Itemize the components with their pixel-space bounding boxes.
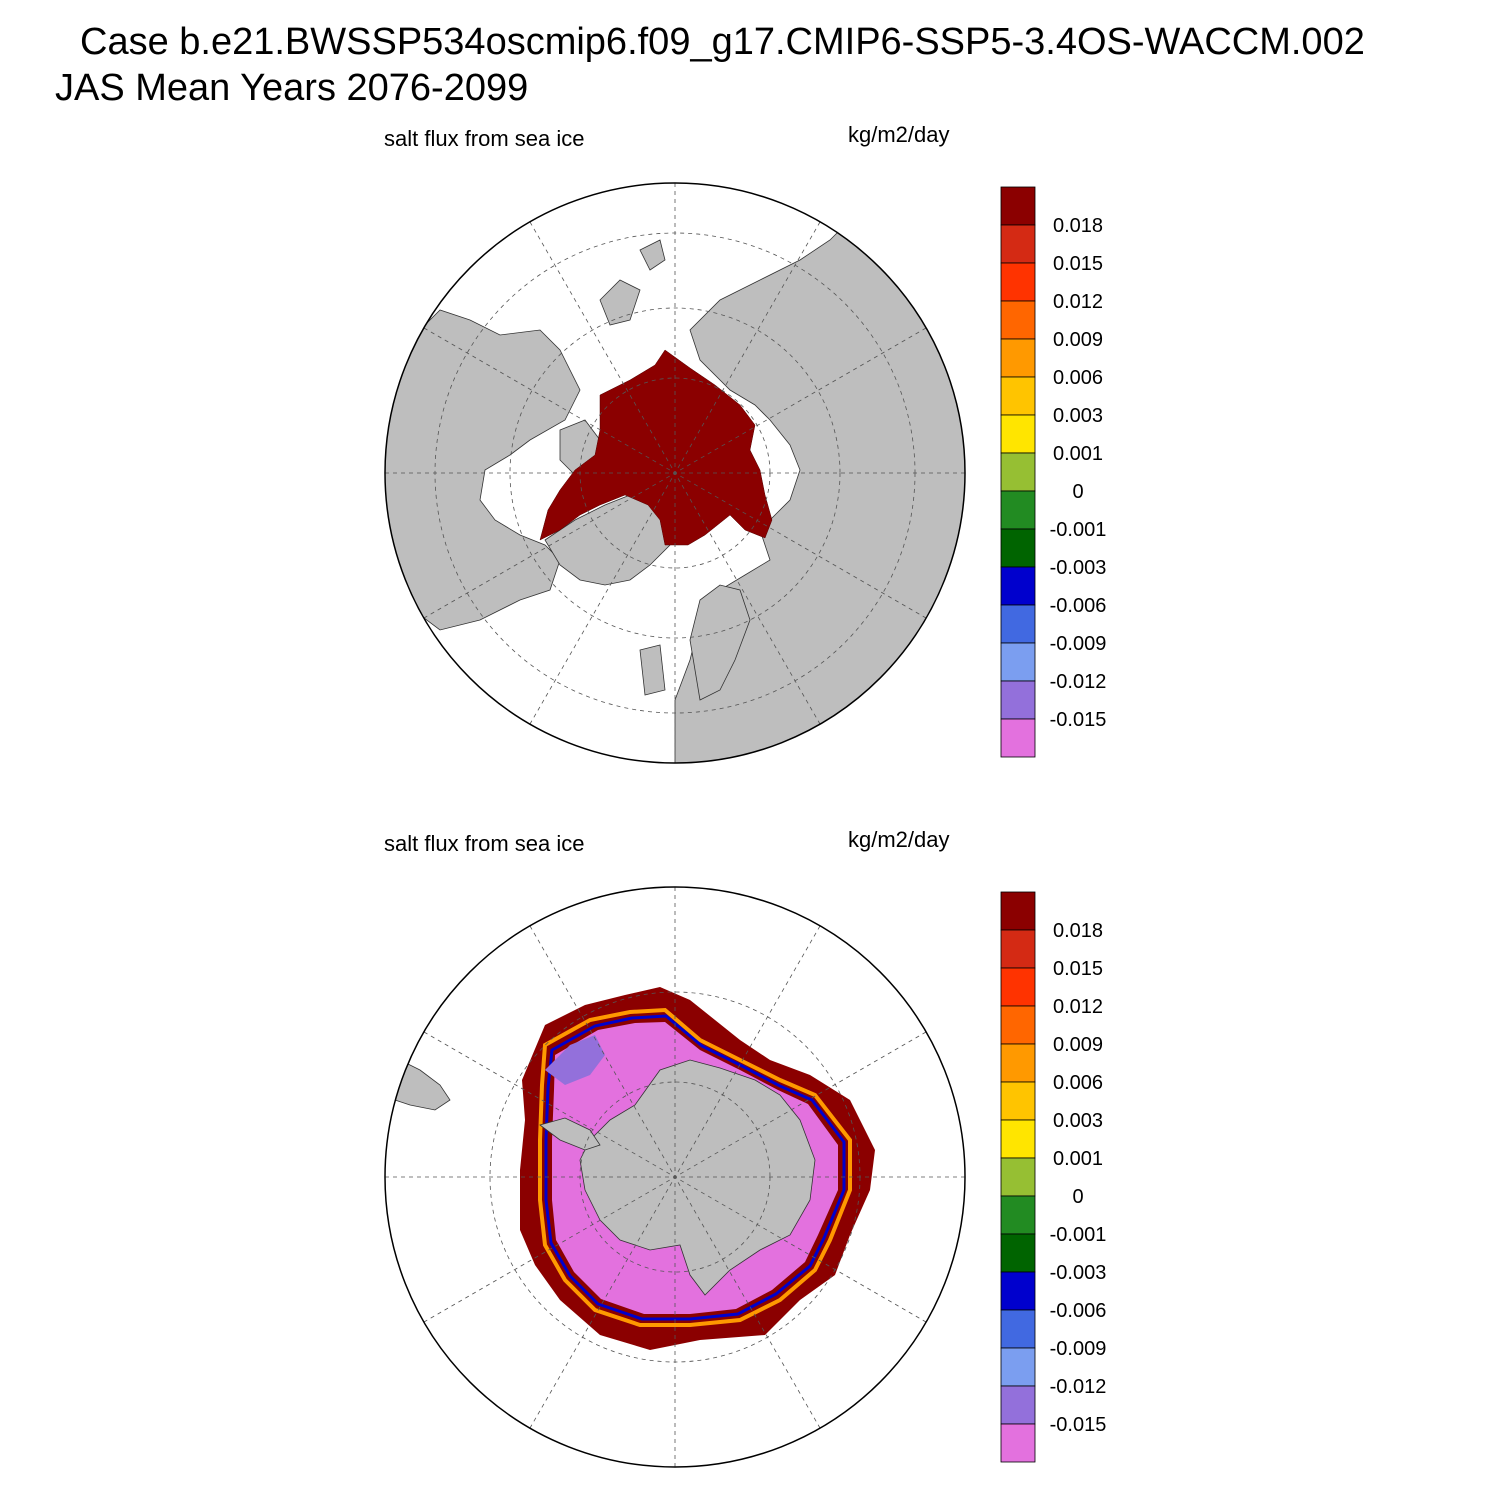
panel2-units: kg/m2/day — [848, 827, 950, 852]
colorbar-swatch — [1000, 1309, 1036, 1349]
figure-title-line1: Case b.e21.BWSSP534oscmip6.f09_g17.CMIP6… — [80, 21, 1365, 63]
colorbar-swatch — [1000, 224, 1036, 264]
colorbar-tick-label: -0.006 — [1050, 1300, 1107, 1322]
colorbar-tick-label: 0.001 — [1053, 1148, 1103, 1170]
colorbar-tick-label: -0.012 — [1050, 671, 1107, 693]
colorbar-tick-label: 0.001 — [1053, 443, 1103, 465]
antarctic-land-antarctica — [579, 1059, 816, 1296]
colorbar-swatch — [1000, 566, 1036, 606]
colorbar-panel2: 0.018 0.015 0.012 0.009 0.006 0.003 0.001 0 -0.0… — [1000, 891, 1107, 1463]
colorbar-tick-label: -0.009 — [1050, 633, 1107, 655]
colorbar-swatch — [1000, 1005, 1036, 1045]
colorbar-swatch — [1000, 262, 1036, 302]
colorbar-tick-label: 0.012 — [1053, 996, 1103, 1018]
arctic-graticule — [385, 183, 965, 763]
arctic-land-north-america — [385, 309, 581, 631]
colorbar-panel1: 0.018 0.015 0.012 0.009 0.006 0.003 0.001 0 -0.0… — [1000, 186, 1107, 758]
arctic-map — [384, 182, 966, 764]
colorbar-swatch — [1000, 1347, 1036, 1387]
colorbar-swatch — [1000, 891, 1036, 931]
antarctic-map-border — [384, 886, 966, 1468]
colorbar-tick-label: -0.015 — [1050, 709, 1107, 731]
colorbar-tick-label: 0.015 — [1053, 958, 1103, 980]
colorbar-tick-label: -0.001 — [1050, 1224, 1107, 1246]
colorbar-swatch — [1000, 1271, 1036, 1311]
colorbar-tick-label: -0.015 — [1050, 1414, 1107, 1436]
colorbar-tick-label: -0.006 — [1050, 595, 1107, 617]
colorbar-swatch — [1000, 1195, 1036, 1235]
antarctic-blue-line — [544, 1014, 846, 1321]
colorbar-swatch — [1000, 300, 1036, 340]
colorbar-swatch — [1000, 186, 1036, 226]
arctic-land-eurasia — [674, 209, 965, 763]
antarctic-land-peninsula — [539, 1117, 601, 1151]
colorbar-tick-label: 0.015 — [1053, 253, 1103, 275]
colorbar-swatch — [1000, 1233, 1036, 1273]
colorbar-tick-label: 0.003 — [1053, 1110, 1103, 1132]
colorbar-swatch — [1000, 338, 1036, 378]
colorbar-swatch — [1000, 1385, 1036, 1425]
colorbar-tick-label: 0.018 — [1053, 215, 1103, 237]
antarctic-map — [384, 886, 966, 1468]
colorbar-tick-label: -0.003 — [1050, 1262, 1107, 1284]
antarctic-graticule — [385, 887, 965, 1467]
antarctic-weddell-patch — [545, 1035, 605, 1085]
arctic-sea-ice-salt-flux — [539, 349, 773, 546]
colorbar-swatch — [1000, 642, 1036, 682]
colorbar-tick-label: 0 — [1072, 481, 1083, 503]
panel1-title: salt flux from sea ice — [384, 126, 585, 151]
arctic-map-border — [384, 182, 966, 764]
colorbar-swatch — [1000, 1081, 1036, 1121]
colorbar-swatch — [1000, 718, 1036, 758]
colorbar-tick-label: 0.009 — [1053, 329, 1103, 351]
colorbar-tick-label: 0.009 — [1053, 1034, 1103, 1056]
colorbar-tick-label: -0.009 — [1050, 1338, 1107, 1360]
arctic-land-europe — [639, 584, 751, 701]
panel1-units: kg/m2/day — [848, 122, 950, 147]
colorbar-swatch — [1000, 1043, 1036, 1083]
colorbar-swatch — [1000, 452, 1036, 492]
colorbar-tick-label: -0.003 — [1050, 557, 1107, 579]
colorbar-tick-label: -0.001 — [1050, 519, 1107, 541]
colorbar-tick-label: 0.012 — [1053, 291, 1103, 313]
colorbar-swatch — [1000, 680, 1036, 720]
colorbar-tick-label: 0.018 — [1053, 920, 1103, 942]
colorbar-tick-label: -0.012 — [1050, 1376, 1107, 1398]
panel2-title: salt flux from sea ice — [384, 831, 585, 856]
colorbar-swatch — [1000, 528, 1036, 568]
antarctic-transition-line — [538, 1007, 852, 1327]
colorbar-swatch — [1000, 1157, 1036, 1197]
colorbar-tick-label: 0 — [1072, 1186, 1083, 1208]
colorbar-swatch — [1000, 1423, 1036, 1463]
colorbar-tick-label: 0.006 — [1053, 1072, 1103, 1094]
figure-title-line2: JAS Mean Years 2076-2099 — [55, 67, 529, 109]
colorbar-swatch — [1000, 967, 1036, 1007]
colorbar-swatch — [1000, 604, 1036, 644]
colorbar-tick-label: 0.006 — [1053, 367, 1103, 389]
colorbar-swatch — [1000, 414, 1036, 454]
colorbar-swatch — [1000, 376, 1036, 416]
colorbar-swatch — [1000, 1119, 1036, 1159]
colorbar-swatch — [1000, 490, 1036, 530]
colorbar-swatch — [1000, 929, 1036, 969]
colorbar-tick-label: 0.003 — [1053, 405, 1103, 427]
